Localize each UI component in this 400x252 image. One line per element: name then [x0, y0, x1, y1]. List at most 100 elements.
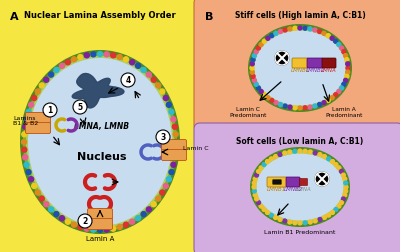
FancyBboxPatch shape	[88, 218, 112, 230]
Circle shape	[262, 163, 266, 167]
Circle shape	[72, 57, 76, 62]
Circle shape	[26, 170, 31, 175]
Circle shape	[104, 227, 109, 232]
Ellipse shape	[28, 58, 172, 226]
Circle shape	[337, 43, 341, 46]
Circle shape	[257, 201, 260, 205]
Text: LMNA: LMNA	[296, 187, 312, 192]
Circle shape	[84, 53, 89, 58]
Circle shape	[262, 39, 266, 43]
Circle shape	[91, 227, 96, 232]
Ellipse shape	[254, 30, 346, 106]
Circle shape	[169, 109, 174, 114]
Text: 3: 3	[160, 133, 166, 142]
Text: 4: 4	[125, 76, 131, 85]
Circle shape	[84, 226, 89, 231]
Circle shape	[266, 96, 270, 100]
Circle shape	[278, 153, 282, 156]
Circle shape	[346, 70, 350, 74]
Circle shape	[274, 155, 278, 159]
Circle shape	[343, 193, 347, 197]
Circle shape	[283, 151, 287, 155]
Circle shape	[331, 160, 334, 164]
Circle shape	[293, 26, 297, 30]
Circle shape	[322, 31, 326, 35]
Ellipse shape	[256, 153, 344, 220]
Circle shape	[121, 73, 135, 87]
Circle shape	[98, 51, 102, 56]
Circle shape	[344, 78, 348, 82]
Circle shape	[141, 212, 146, 216]
Circle shape	[278, 217, 282, 221]
Circle shape	[22, 140, 26, 144]
Text: LMNB1: LMNB1	[290, 68, 310, 73]
Text: 2: 2	[82, 217, 88, 226]
Text: LMNB2: LMNB2	[283, 187, 303, 192]
Circle shape	[346, 66, 350, 70]
Circle shape	[111, 53, 116, 58]
FancyBboxPatch shape	[194, 123, 400, 252]
Circle shape	[111, 226, 116, 231]
Circle shape	[270, 213, 273, 217]
Circle shape	[288, 150, 292, 154]
Circle shape	[104, 52, 109, 57]
Circle shape	[298, 149, 302, 153]
Circle shape	[270, 34, 274, 38]
Circle shape	[334, 39, 338, 43]
Circle shape	[32, 183, 37, 188]
Polygon shape	[72, 74, 124, 108]
Circle shape	[22, 132, 27, 137]
Text: Lamins
B1 & B2: Lamins B1 & B2	[13, 116, 38, 127]
Circle shape	[274, 215, 278, 219]
Circle shape	[259, 204, 263, 208]
Circle shape	[251, 58, 255, 62]
Circle shape	[259, 89, 263, 93]
Circle shape	[262, 93, 266, 97]
Circle shape	[251, 74, 255, 78]
Circle shape	[60, 216, 64, 221]
Circle shape	[151, 202, 156, 207]
Circle shape	[23, 124, 28, 129]
Circle shape	[322, 155, 326, 159]
Circle shape	[29, 102, 34, 107]
Text: Lamin C: Lamin C	[183, 145, 209, 150]
Circle shape	[342, 197, 345, 201]
Circle shape	[308, 105, 312, 109]
Circle shape	[173, 147, 178, 152]
Ellipse shape	[248, 24, 352, 112]
Circle shape	[257, 170, 260, 173]
Circle shape	[253, 193, 257, 197]
Circle shape	[160, 190, 165, 195]
FancyBboxPatch shape	[286, 177, 300, 187]
Circle shape	[23, 155, 28, 160]
Text: LMNA: LMNA	[321, 68, 337, 73]
Circle shape	[342, 50, 346, 54]
Circle shape	[252, 181, 256, 185]
Circle shape	[163, 96, 168, 101]
Circle shape	[166, 177, 171, 182]
Text: Lamin A
Predominant: Lamin A Predominant	[325, 107, 363, 118]
Circle shape	[166, 102, 171, 107]
Circle shape	[278, 103, 282, 107]
Circle shape	[250, 70, 254, 74]
Circle shape	[35, 89, 40, 94]
Circle shape	[160, 89, 165, 94]
Circle shape	[255, 173, 258, 177]
Circle shape	[117, 225, 122, 230]
Circle shape	[259, 43, 263, 46]
Circle shape	[308, 27, 312, 31]
Circle shape	[169, 170, 174, 175]
FancyBboxPatch shape	[194, 0, 400, 131]
Circle shape	[124, 222, 128, 227]
Circle shape	[308, 150, 312, 154]
Circle shape	[72, 222, 76, 227]
Polygon shape	[72, 74, 124, 108]
FancyBboxPatch shape	[292, 58, 308, 68]
Circle shape	[39, 83, 44, 88]
Circle shape	[340, 46, 344, 50]
Circle shape	[303, 221, 307, 225]
Circle shape	[288, 27, 292, 31]
Circle shape	[303, 26, 307, 30]
Circle shape	[270, 157, 273, 161]
Circle shape	[98, 228, 102, 233]
